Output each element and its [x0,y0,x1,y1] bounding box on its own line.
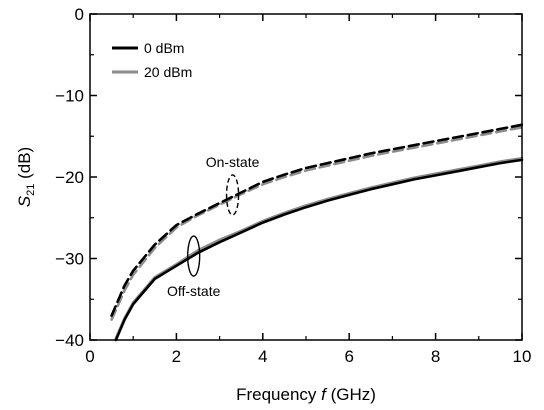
x-tick-label: 10 [513,347,532,366]
series-line-on-state-20dbm [110,126,524,321]
on-state-ellipse [225,174,240,216]
y-tick-label: 0 [75,5,84,24]
legend-label-20dbm: 20 dBm [144,64,192,80]
x-axis-label-var: f [321,385,328,404]
x-tick-label: 0 [85,347,94,366]
x-tick-label: 8 [431,347,440,366]
series-line-off-state-0dbm [114,158,524,342]
series-line-on-state-0dbm [110,123,524,317]
y-axis-label-var: S [15,195,34,207]
y-axis-label: S21 (dB) [15,147,37,207]
y-axis-label-unit: (dB) [15,147,34,184]
x-tick-label: 4 [258,347,267,366]
x-tick-label: 6 [344,347,353,366]
x-axis-label-unit: (GHz) [326,385,376,404]
y-tick-label: −30 [55,250,84,269]
x-axis-label-main: Frequency [236,385,321,404]
y-tick-label: −10 [55,87,84,106]
legend: 0 dBm 20 dBm [112,40,192,80]
on-state-label: On-state [206,154,260,170]
y-tick-label: −20 [55,168,84,187]
series-line-off-state-20dbm [114,157,524,340]
plot-frame [89,13,523,341]
off-state-ellipse [186,235,201,277]
x-tick-label: 2 [172,347,181,366]
x-axis-label: Frequency f (GHz) [236,385,376,404]
series-layer [110,123,524,342]
annotations: On-state Off-state [167,154,260,299]
ticks-layer: 0 2 4 6 8 10 0 −10 −20 −30 −40 [55,5,531,366]
off-state-label: Off-state [167,283,221,299]
y-tick-label: −40 [55,331,84,350]
y-axis-label-sub: 21 [25,184,37,196]
legend-label-0dbm: 0 dBm [144,40,184,56]
